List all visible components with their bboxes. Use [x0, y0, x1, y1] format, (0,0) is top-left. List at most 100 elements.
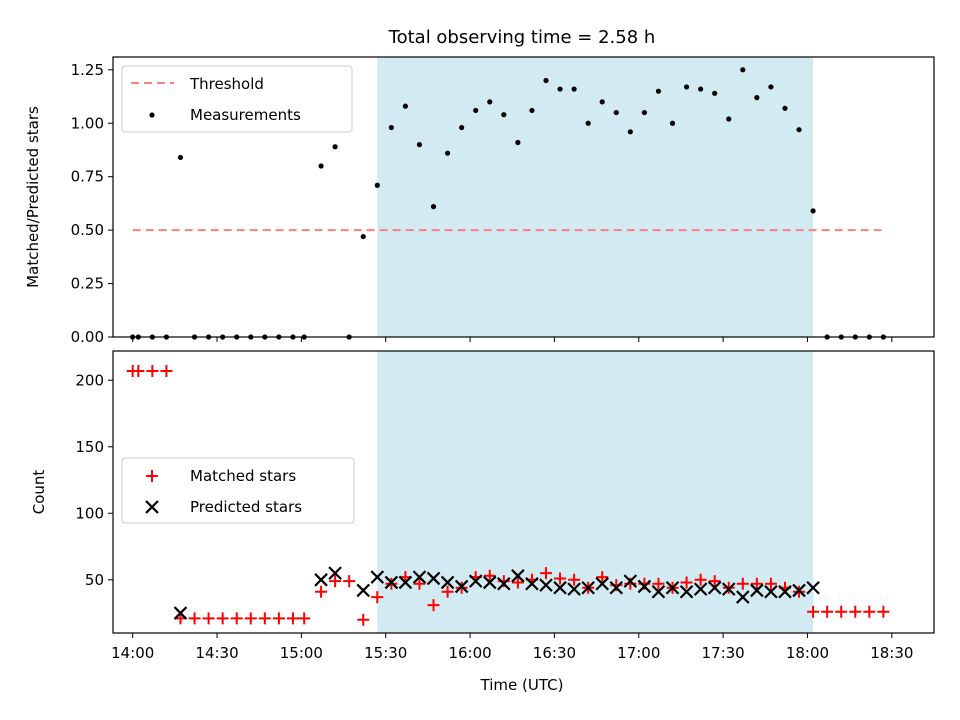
predicted-star-point — [707, 580, 722, 595]
legend-matched-swatch — [146, 470, 158, 482]
matched-star-point — [750, 577, 763, 590]
bottom-legend: Matched stars Predicted stars — [121, 457, 355, 524]
measurement-point — [796, 127, 802, 133]
matched-star-point — [821, 605, 834, 618]
predicted-star-point — [736, 590, 750, 604]
top-legend: Threshold Measurements — [121, 65, 353, 133]
matched-star-point — [329, 575, 342, 588]
measurement-point — [768, 84, 774, 90]
x-tick-label: 17:00 — [617, 644, 660, 662]
predicted-star-point — [539, 578, 553, 592]
matched-star-point — [680, 576, 693, 589]
predicted-star-point — [525, 577, 539, 591]
x-tick-label: 16:00 — [448, 644, 491, 662]
measurement-point — [402, 103, 409, 109]
top-y-axis-label: Matched/Predicted stars — [24, 106, 42, 288]
measurement-point — [599, 99, 605, 105]
measurement-point — [177, 154, 184, 161]
matched-star-point — [483, 569, 496, 582]
measurement-point — [613, 109, 619, 116]
predicted-star-point — [764, 584, 778, 599]
x-tick-label: 14:30 — [195, 644, 238, 662]
legend-predicted-swatch — [145, 500, 159, 514]
matched-star-point — [736, 577, 749, 590]
x-tick-label: 18:00 — [786, 644, 829, 662]
matched-star-point — [371, 591, 384, 604]
matched-star-point — [764, 577, 777, 590]
predicted-star-point — [609, 580, 624, 595]
matched-star-point — [511, 576, 524, 589]
top-y-tick-label: 1.25 — [71, 61, 104, 79]
predicted-star-point — [721, 582, 736, 596]
predicted-star-point — [384, 575, 399, 590]
top-x-ticks — [132, 337, 893, 342]
legend-measurements-swatch — [149, 112, 155, 118]
predicted-star-point — [595, 577, 610, 591]
top-y-tick-label: 0.25 — [71, 275, 104, 293]
predicted-star-point — [440, 575, 455, 590]
predicted-star-point — [778, 584, 792, 599]
chart-title: Total observing time = 2.58 h — [388, 27, 656, 48]
predicted-star-point — [623, 574, 638, 588]
matched-star-point — [694, 573, 707, 586]
predicted-star-point — [412, 570, 427, 584]
measurement-point — [543, 77, 549, 84]
top-y-tick-label: 0.00 — [71, 328, 104, 346]
x-tick-label: 15:30 — [364, 644, 407, 662]
top-panel: 0.00 0.25 0.50 0.75 1.00 1.25 Matched/Predict… — [24, 56, 935, 346]
predicted-star-point — [665, 580, 680, 595]
measurement-point — [810, 208, 816, 214]
matched-star-point — [146, 364, 159, 377]
bottom-y-tick-label: 100 — [75, 504, 104, 522]
matched-star-point — [427, 599, 440, 612]
count-points — [126, 364, 890, 626]
matched-star-point — [441, 585, 454, 598]
measurement-point — [740, 67, 746, 73]
top-y-tick-label: 0.50 — [71, 221, 104, 239]
measurement-point — [669, 120, 676, 126]
matched-star-point — [258, 612, 271, 625]
matched-star-point — [272, 612, 285, 625]
predicted-star-point — [792, 583, 806, 598]
bottom-y-axis: 50 100 150 200 — [75, 371, 113, 589]
matched-star-point — [343, 575, 356, 588]
top-y-tick-label: 1.00 — [71, 114, 104, 132]
measurement-point — [444, 150, 451, 156]
bottom-y-tick-label: 200 — [75, 371, 104, 389]
matched-star-point — [708, 575, 721, 588]
predicted-star-point — [328, 566, 342, 580]
measurement-point — [585, 120, 591, 126]
predicted-star-point — [693, 582, 708, 596]
bottom-plot-frame — [112, 350, 935, 634]
predicted-star-point — [468, 574, 483, 588]
measurement-point — [360, 233, 366, 240]
measurement-point — [754, 95, 760, 101]
measurement-point — [332, 144, 338, 150]
matched-star-point — [315, 585, 328, 598]
bottom-x-axis: 14:00 14:30 15:00 15:30 16:00 16:30 17:00 17:30… — [111, 633, 913, 662]
measurement-point — [388, 124, 394, 131]
matched-star-point — [554, 572, 567, 585]
measurement-point — [501, 112, 507, 118]
legend-measurements-label: Measurements — [190, 106, 301, 124]
measurement-point — [473, 107, 479, 114]
predicted-star-point — [750, 583, 764, 598]
bottom-y-axis-label: Count — [30, 470, 48, 515]
predicted-star-point — [511, 569, 525, 583]
predicted-star-point — [356, 583, 371, 598]
bottom-y-tick-label: 150 — [75, 438, 104, 456]
matched-star-point — [298, 612, 311, 625]
measurement-point — [557, 86, 563, 92]
predicted-star-point — [173, 606, 188, 620]
measurement-point — [529, 107, 535, 114]
predicted-star-point — [553, 580, 567, 595]
legend-threshold-label: Threshold — [189, 75, 264, 93]
measurement-point — [712, 90, 718, 96]
matched-star-point — [286, 612, 299, 625]
measurement-point — [430, 204, 437, 210]
x-axis-label: Time (UTC) — [480, 676, 564, 694]
measurement-point — [698, 86, 704, 92]
top-plot-frame — [112, 56, 935, 338]
predicted-star-point — [370, 570, 385, 584]
matched-star-point — [835, 605, 848, 618]
